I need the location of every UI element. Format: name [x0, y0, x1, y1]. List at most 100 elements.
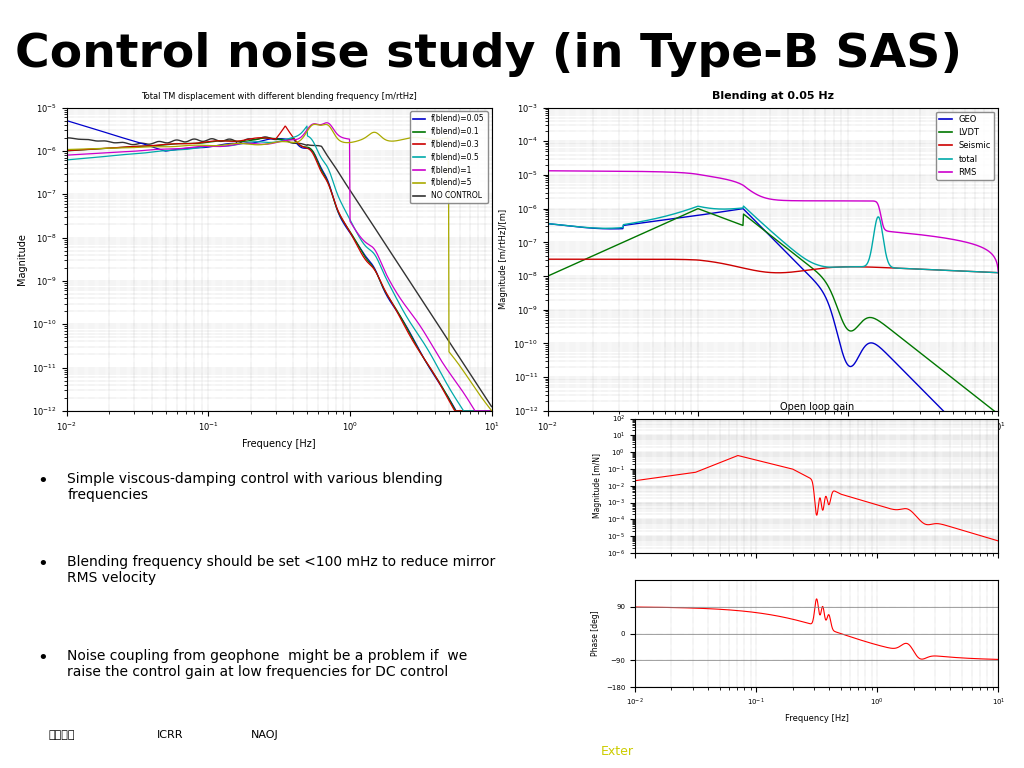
f(blend)=0.3 — [279, 121, 291, 131]
LVDT — [992, 409, 1005, 419]
Text: ICRR: ICRR — [157, 730, 183, 740]
Line: RMS: RMS — [548, 170, 998, 273]
Text: Noise coupling from geophone  might be a problem if  we
raise the control gain a: Noise coupling from geophone might be a … — [68, 649, 467, 680]
GEO — [737, 204, 750, 214]
Seismic — [569, 255, 582, 264]
GEO — [816, 286, 828, 295]
Text: NAOJ: NAOJ — [251, 730, 279, 740]
RMS — [804, 196, 816, 205]
f(blend)=0.3 — [60, 146, 73, 155]
Line: f(blend)=5: f(blend)=5 — [67, 124, 492, 411]
f(blend)=0.1 — [86, 144, 98, 154]
f(blend)=5 — [427, 135, 439, 144]
Title: Blending at 0.05 Hz: Blending at 0.05 Hz — [712, 91, 835, 101]
Text: Control noise study (in Type-B SAS): Control noise study (in Type-B SAS) — [15, 32, 963, 78]
X-axis label: Frequency [Hz]: Frequency [Hz] — [784, 714, 849, 723]
total — [884, 261, 896, 270]
Line: f(blend)=0.3: f(blend)=0.3 — [67, 126, 492, 411]
f(blend)=0.3 — [86, 144, 98, 154]
NO CONTROL — [308, 141, 321, 150]
total — [542, 219, 554, 228]
GEO — [804, 272, 816, 281]
LVDT — [829, 298, 842, 307]
LVDT — [691, 204, 703, 214]
Text: Blending frequency should be set <100 mHz to reduce mirror
RMS velocity: Blending frequency should be set <100 mH… — [68, 555, 496, 585]
RMS — [815, 197, 827, 206]
Text: •: • — [38, 472, 48, 490]
f(blend)=1 — [485, 406, 498, 415]
total — [569, 222, 582, 231]
Line: GEO: GEO — [548, 209, 998, 466]
RMS — [992, 268, 1005, 277]
Text: Takano: Takano — [601, 716, 645, 729]
f(blend)=0.5 — [458, 406, 470, 415]
NO CONTROL — [259, 132, 271, 141]
f(blend)=1 — [383, 276, 395, 285]
f(blend)=0.1 — [308, 148, 321, 157]
f(blend)=1 — [469, 406, 481, 415]
NO CONTROL — [485, 402, 498, 411]
Title: Total TM displacement with different blending frequency [m/rtHz]: Total TM displacement with different ble… — [141, 92, 417, 101]
f(blend)=5 — [332, 134, 344, 144]
f(blend)=0.5 — [308, 138, 321, 147]
RMS — [884, 227, 896, 236]
NO CONTROL — [318, 147, 331, 157]
f(blend)=0.05 — [60, 116, 73, 125]
Line: f(blend)=0.5: f(blend)=0.5 — [67, 126, 492, 411]
f(blend)=5 — [86, 144, 98, 154]
f(blend)=0.5 — [332, 190, 344, 200]
X-axis label: Frequency [Hz]: Frequency [Hz] — [736, 439, 810, 449]
Line: Seismic: Seismic — [548, 260, 998, 273]
total — [816, 262, 828, 271]
Legend: GEO, LVDT, Seismic, total, RMS: GEO, LVDT, Seismic, total, RMS — [936, 111, 994, 180]
f(blend)=0.5 — [60, 155, 73, 164]
f(blend)=0.1 — [450, 406, 462, 415]
RMS — [930, 232, 942, 241]
f(blend)=0.3 — [332, 206, 344, 215]
Seismic — [930, 265, 942, 274]
NO CONTROL — [427, 313, 439, 322]
RMS — [542, 166, 554, 175]
Seismic — [542, 255, 554, 264]
GEO — [992, 462, 1005, 471]
f(blend)=0.05 — [331, 206, 343, 215]
Seismic — [992, 268, 1005, 277]
total — [992, 268, 1005, 277]
f(blend)=1 — [60, 151, 73, 160]
f(blend)=1 — [321, 118, 333, 127]
Text: •: • — [38, 649, 48, 667]
Text: 東京大学: 東京大学 — [48, 730, 75, 740]
f(blend)=0.5 — [86, 153, 98, 162]
f(blend)=0.1 — [261, 134, 273, 143]
f(blend)=0.05 — [318, 169, 331, 178]
f(blend)=0.05 — [307, 147, 319, 157]
GEO — [569, 222, 582, 231]
Line: f(blend)=0.05: f(blend)=0.05 — [67, 121, 492, 411]
f(blend)=1 — [307, 119, 319, 128]
f(blend)=0.5 — [301, 121, 313, 131]
total — [829, 263, 842, 272]
Seismic — [829, 263, 842, 272]
LVDT — [804, 262, 816, 271]
Text: •: • — [38, 555, 48, 573]
NO CONTROL — [383, 246, 395, 255]
LVDT — [816, 273, 828, 282]
NO CONTROL — [60, 133, 73, 142]
f(blend)=0.3 — [485, 406, 498, 415]
Seismic — [804, 265, 816, 274]
Line: total: total — [548, 206, 998, 273]
Line: LVDT: LVDT — [548, 209, 998, 414]
Text: Simple viscous-damping control with various blending
frequencies: Simple viscous-damping control with vari… — [68, 472, 443, 502]
f(blend)=5 — [318, 120, 331, 129]
Seismic — [816, 263, 828, 273]
f(blend)=0.1 — [427, 368, 439, 377]
LVDT — [884, 325, 896, 334]
Y-axis label: Magnitude: Magnitude — [16, 233, 27, 285]
Seismic — [884, 263, 896, 273]
f(blend)=0.1 — [318, 172, 331, 181]
total — [737, 201, 750, 210]
f(blend)=0.3 — [383, 293, 395, 303]
Title: Open loop gain: Open loop gain — [779, 402, 854, 412]
f(blend)=0.1 — [332, 207, 344, 216]
LVDT — [542, 271, 554, 280]
